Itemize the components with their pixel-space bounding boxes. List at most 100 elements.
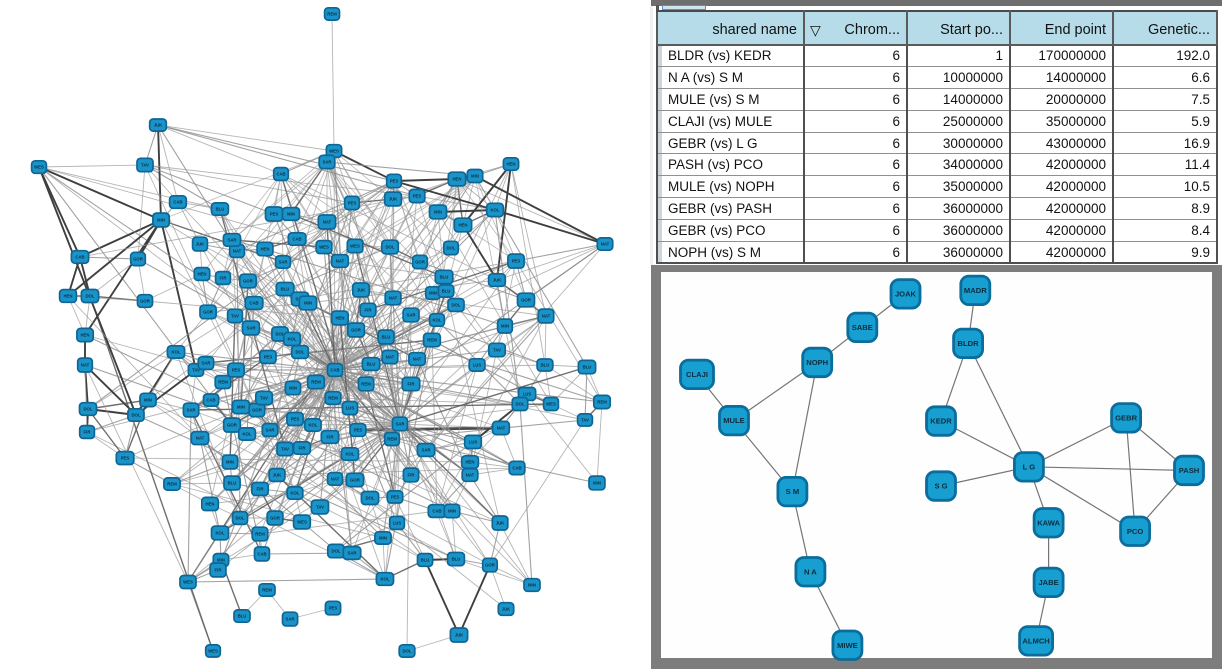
svg-text:MIN: MIN [226,460,234,465]
svg-text:WES: WES [297,520,307,525]
svg-text:MIN: MIN [471,174,479,179]
svg-text:MIN: MIN [448,509,456,514]
svg-text:TAV: TAV [192,368,200,373]
svg-text:GOR: GOR [485,563,496,568]
svg-text:CAB: CAB [330,368,339,373]
svg-text:DOL: DOL [85,294,94,299]
svg-text:SAR: SAR [265,428,275,433]
svg-text:WES: WES [546,402,556,407]
svg-text:SAR: SAR [186,408,196,413]
svg-text:REM: REM [311,380,321,385]
svg-text:NAT: NAT [323,220,332,225]
svg-text:BLU: BLU [367,362,376,367]
svg-text:WES: WES [34,165,44,170]
svg-text:KOL: KOL [215,531,224,536]
svg-text:DOL: DOL [83,407,92,412]
svg-text:CAB: CAB [276,172,285,177]
svg-text:KOL: KOL [380,577,389,582]
svg-text:GOR: GOR [227,423,238,428]
svg-text:BLDR: BLDR [958,339,980,348]
svg-text:PES: PES [291,417,300,422]
svg-text:PES: PES [270,212,279,217]
svg-text:KOL: KOL [242,432,251,437]
svg-text:CLAJI: CLAJI [686,370,708,379]
svg-text:DOL: DOL [331,549,340,554]
svg-text:FIR: FIR [408,382,416,387]
svg-text:BLU: BLU [421,558,430,563]
svg-text:HEN: HEN [205,502,214,507]
svg-text:MIN: MIN [379,536,387,541]
svg-text:GOR: GOR [270,516,281,521]
svg-text:BLU: BLU [440,275,449,280]
svg-text:CAB: CAB [257,552,266,557]
svg-text:BLU: BLU [583,365,592,370]
svg-text:TAV: TAV [493,348,501,353]
svg-text:SABE: SABE [852,323,873,332]
svg-text:JUK: JUK [389,197,398,202]
svg-text:MIN: MIN [593,481,601,486]
svg-text:KOL: KOL [171,350,180,355]
svg-text:WES: WES [350,244,360,249]
svg-text:MIN: MIN [501,324,509,329]
svg-text:REM: REM [387,437,397,442]
svg-text:DOL: DOL [385,245,394,250]
svg-text:MIN: MIN [434,210,442,215]
svg-text:S M: S M [786,487,800,496]
svg-text:KOL: KOL [490,208,499,213]
svg-text:WES: WES [319,245,329,250]
svg-text:WES: WES [208,649,218,654]
svg-text:DOL: DOL [131,413,140,418]
svg-text:REM: REM [167,482,177,487]
svg-text:CAB: CAB [75,255,84,260]
svg-text:BLU: BLU [442,289,451,294]
svg-text:LUS: LUS [523,392,532,397]
svg-text:TAV: TAV [316,505,324,510]
svg-text:DOL: DOL [365,496,374,501]
svg-text:NAT: NAT [497,426,506,431]
svg-text:TAV: TAV [281,447,289,452]
svg-text:L G: L G [1023,462,1036,471]
svg-text:PES: PES [390,179,399,184]
svg-text:PES: PES [512,259,521,264]
svg-text:S G: S G [934,482,947,491]
svg-text:N A: N A [804,567,817,576]
svg-text:MIN: MIN [237,405,245,410]
svg-text:PCO: PCO [1127,527,1144,536]
svg-text:KOL: KOL [290,491,299,496]
svg-text:HEN: HEN [465,460,474,465]
svg-text:MIN: MIN [157,218,165,223]
svg-text:REM: REM [218,380,228,385]
svg-text:SAR: SAR [227,238,237,243]
svg-text:PES: PES [391,495,400,500]
svg-text:FIR: FIR [327,435,335,440]
svg-text:NAT: NAT [331,477,340,482]
svg-text:SAR: SAR [421,448,431,453]
svg-text:GOR: GOR [351,328,362,333]
svg-text:NAT: NAT [413,357,422,362]
svg-text:NOPH: NOPH [806,358,828,367]
svg-text:MIN: MIN [304,301,312,306]
svg-text:KOL: KOL [287,337,296,342]
svg-text:JUK: JUK [154,123,163,128]
svg-text:DOL: DOL [515,402,524,407]
svg-text:GOR: GOR [133,257,144,262]
svg-text:DOL: DOL [451,303,460,308]
svg-text:NAT: NAT [233,249,242,254]
svg-text:LUS: LUS [473,363,482,368]
svg-text:MULE: MULE [723,416,745,425]
svg-text:PES: PES [264,355,273,360]
svg-text:GOR: GOR [243,279,254,284]
svg-text:TAV: TAV [231,314,239,319]
svg-text:HEN: HEN [335,316,344,321]
svg-text:HEN: HEN [80,333,89,338]
svg-text:SAR: SAR [278,260,288,265]
svg-text:WES: WES [183,580,193,585]
svg-text:MIN: MIN [528,583,536,588]
svg-text:HEN: HEN [458,223,467,228]
svg-text:BLU: BLU [541,363,550,368]
svg-text:CAB: CAB [292,237,301,242]
svg-text:MIN: MIN [287,212,295,217]
svg-text:FIR: FIR [365,308,373,313]
svg-text:FIR: FIR [299,446,307,451]
svg-text:REM: REM [262,588,272,593]
